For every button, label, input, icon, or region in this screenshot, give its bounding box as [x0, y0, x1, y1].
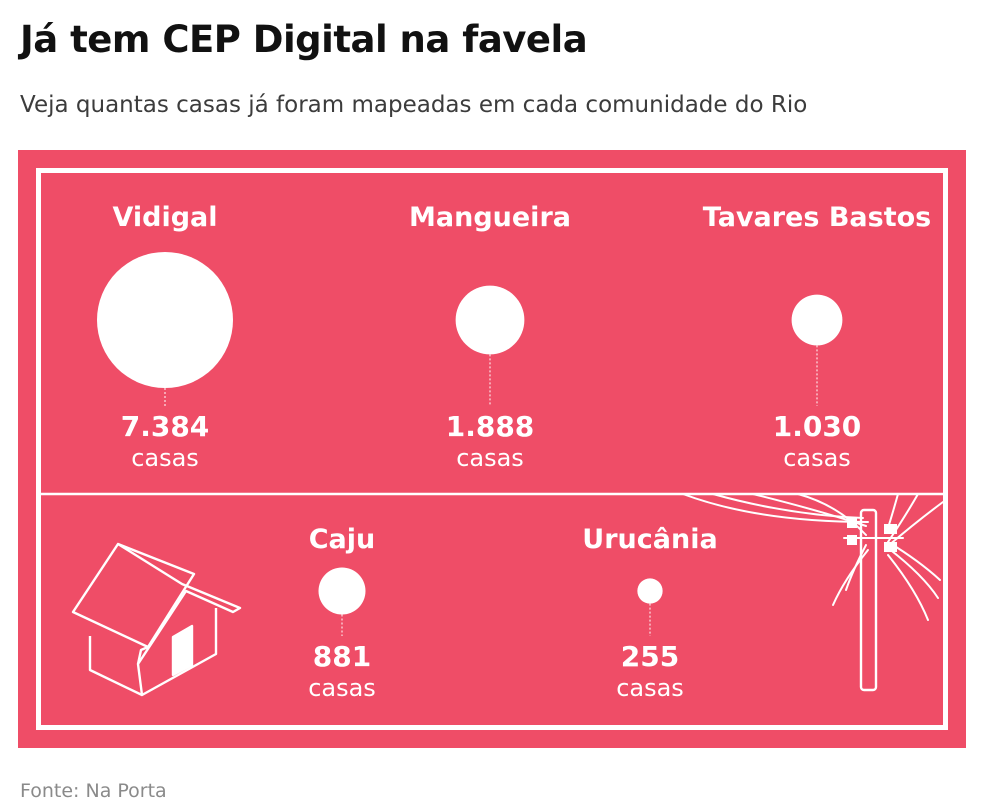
- name-label-vidigal: Vidigal: [112, 202, 218, 233]
- unit-label-tavares-bastos: casas: [783, 444, 851, 472]
- value-label-caju: 881: [312, 640, 372, 673]
- value-label-mangueira: 1.888: [445, 410, 535, 443]
- chart-subtitle: Veja quantas casas já foram mapeadas em …: [20, 92, 808, 118]
- bubble-vidigal: [97, 252, 233, 388]
- value-label-urucania: 255: [620, 640, 680, 673]
- bubbles: [97, 252, 843, 615]
- bubble-mangueira: [455, 285, 525, 355]
- name-label-caju: Caju: [308, 524, 376, 555]
- utility-pole-icon: [682, 493, 944, 692]
- unit-label-urucania: casas: [616, 674, 684, 702]
- source-note: Fonte: Na Porta: [20, 780, 167, 802]
- panel-inner-border: [36, 168, 948, 730]
- name-label-tavares-bastos: Tavares Bastos: [702, 202, 932, 233]
- leader-lines: [164, 345, 818, 636]
- bubble-urucania: [637, 578, 663, 604]
- value-label-tavares-bastos: 1.030: [772, 410, 862, 443]
- bubble-tavares-bastos: [791, 294, 843, 346]
- house-icon: [71, 542, 242, 697]
- value-label-vidigal: 7.384: [120, 410, 210, 443]
- name-label-urucania: Urucânia: [582, 524, 718, 555]
- infographic-panel: Vidigal 7.384 casas Mangueira 1.888 casas Tava…: [18, 150, 966, 748]
- name-label-mangueira: Mangueira: [409, 202, 571, 233]
- chart-title: Já tem CEP Digital na favela: [20, 18, 588, 61]
- unit-label-vidigal: casas: [131, 444, 199, 472]
- panel-graphics: [41, 252, 944, 697]
- unit-label-caju: casas: [308, 674, 376, 702]
- unit-label-mangueira: casas: [456, 444, 524, 472]
- bubble-caju: [318, 567, 366, 615]
